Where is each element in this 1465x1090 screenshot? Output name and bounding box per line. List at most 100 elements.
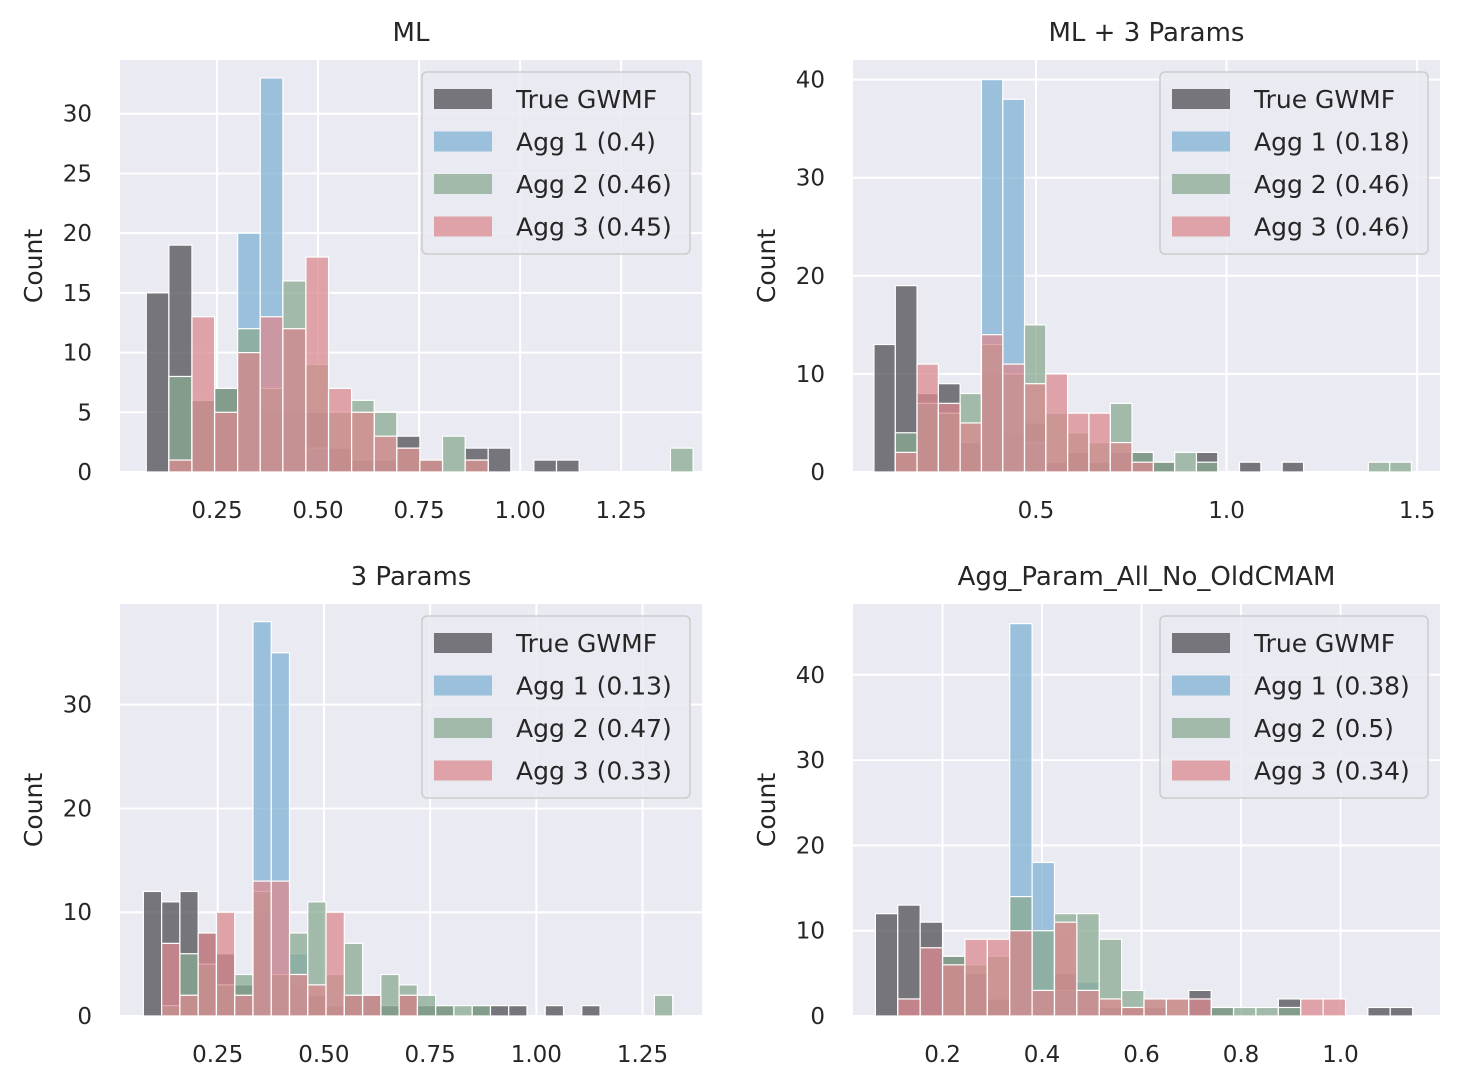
chart-title: ML <box>393 18 430 48</box>
histogram-bar <box>533 459 558 473</box>
legend-swatch <box>434 174 492 194</box>
histogram-bar <box>396 447 421 473</box>
histogram-bar <box>1165 998 1190 1017</box>
legend-swatch <box>434 633 492 653</box>
legend-swatch <box>1172 718 1230 738</box>
histogram-bar <box>343 994 364 1017</box>
legend-label: Agg 2 (0.47) <box>516 714 672 743</box>
histogram-bar <box>1009 930 1033 1017</box>
x-tick-label: 1.0 <box>1208 498 1245 524</box>
histogram-bar <box>325 911 345 1017</box>
x-tick-label: 1.0 <box>1322 1042 1359 1068</box>
legend-swatch <box>1172 89 1230 109</box>
legend: True GWMF Agg 1 (0.18) Agg 2 (0.46) Agg 3 (… <box>1159 71 1429 255</box>
histogram-bar <box>282 328 307 473</box>
histogram-bar <box>669 447 694 473</box>
legend-swatch <box>1172 174 1230 194</box>
histogram-bar <box>1238 461 1262 473</box>
histogram-bar <box>161 942 181 1017</box>
legend-box <box>1159 71 1429 255</box>
histogram-bar <box>252 880 272 1017</box>
histogram-bar <box>1195 461 1219 473</box>
histogram-bar <box>1066 412 1090 473</box>
histogram-bar <box>1088 412 1111 473</box>
legend-label: Agg 1 (0.38) <box>1254 672 1410 701</box>
y-tick-label: 10 <box>63 900 92 926</box>
histogram-bar <box>197 932 218 1017</box>
legend-label: Agg 3 (0.33) <box>516 757 672 786</box>
histogram-bar <box>350 411 375 473</box>
histogram-bar <box>237 351 261 473</box>
x-tick-label: 1.00 <box>511 1042 562 1068</box>
legend-swatch <box>1172 760 1230 781</box>
histogram-bar <box>464 459 489 473</box>
y-tick-label: 20 <box>63 796 92 822</box>
legend-box <box>1159 615 1429 799</box>
histogram-bar <box>373 435 398 473</box>
y-tick-label: 20 <box>796 833 825 859</box>
y-tick-label: 15 <box>63 281 92 307</box>
x-tick-label: 1.5 <box>1399 498 1436 524</box>
histogram-bar <box>213 411 239 473</box>
histogram-bar <box>1152 461 1176 473</box>
histogram-bar <box>1277 1006 1302 1017</box>
histogram-bar <box>1098 998 1123 1017</box>
legend-label: Agg 3 (0.45) <box>516 213 672 242</box>
subplot-ml-3-params: 0.5 1.0 1.5 0 10 20 30 40 ML + 3 Params Count True… <box>752 18 1440 524</box>
y-tick-label: 20 <box>796 264 825 290</box>
histogram-bar <box>873 343 896 473</box>
legend-swatch <box>434 89 492 109</box>
y-tick-label: 30 <box>63 693 92 719</box>
y-tick-label: 0 <box>77 460 92 486</box>
histogram-bar <box>1053 921 1078 1017</box>
y-tick-label: 40 <box>796 68 825 94</box>
histogram-bar <box>361 994 382 1017</box>
legend-box <box>421 71 691 255</box>
histogram-bar <box>1281 461 1305 473</box>
histogram-bar <box>259 316 284 473</box>
x-tick-label: 0.50 <box>292 498 343 524</box>
histogram-bar <box>307 984 327 1017</box>
series-agg-3 <box>894 334 1154 473</box>
chart-title: ML + 3 Params <box>1049 18 1245 48</box>
legend-label: True GWMF <box>515 85 657 114</box>
histogram-bar <box>1210 1006 1235 1017</box>
histogram-bar <box>191 316 216 473</box>
x-tick-label: 0.8 <box>1223 1042 1260 1068</box>
histogram-bar <box>215 911 236 1017</box>
legend-label: Agg 1 (0.18) <box>1254 128 1410 157</box>
legend-label: True GWMF <box>1253 629 1395 658</box>
histogram-bar <box>959 422 983 473</box>
legend-label: Agg 2 (0.5) <box>1254 714 1394 743</box>
x-tick-label: 0.4 <box>1024 1042 1061 1068</box>
histogram-bar <box>919 947 944 1017</box>
legend: True GWMF Agg 1 (0.4) Agg 2 (0.46) Agg 3 (0… <box>421 71 691 255</box>
x-tick-label: 1.25 <box>596 498 647 524</box>
histogram-bar <box>145 292 170 473</box>
histogram-bar <box>897 998 921 1017</box>
x-tick-label: 0.25 <box>191 498 242 524</box>
histogram-bar <box>380 973 400 1017</box>
histogram-bar <box>1367 1006 1391 1017</box>
histogram-bar <box>916 363 939 473</box>
legend-label: True GWMF <box>1253 85 1395 114</box>
histogram-bar <box>1109 441 1133 473</box>
histogram-bar <box>168 375 193 473</box>
legend-swatch <box>434 216 492 237</box>
y-tick-label: 20 <box>63 221 92 247</box>
histogram-bar <box>487 447 512 473</box>
histogram-bar <box>1076 989 1100 1017</box>
histogram-bar <box>1143 998 1167 1017</box>
histogram-bar <box>544 1005 565 1017</box>
y-tick-label: 30 <box>796 166 825 192</box>
histogram-bar <box>937 402 961 473</box>
subplot-ml: 0.25 0.50 0.75 1.00 1.25 0 5 10 15 20 25 30 ML Count T… <box>19 18 702 524</box>
y-axis-label: Count <box>19 229 48 303</box>
histogram-bar <box>555 459 580 473</box>
legend-label: Agg 1 (0.13) <box>516 672 672 701</box>
y-tick-label: 10 <box>796 362 825 388</box>
histogram-bar <box>419 459 444 473</box>
legend-swatch <box>1172 216 1230 237</box>
chart-title: 3 Params <box>351 562 472 592</box>
